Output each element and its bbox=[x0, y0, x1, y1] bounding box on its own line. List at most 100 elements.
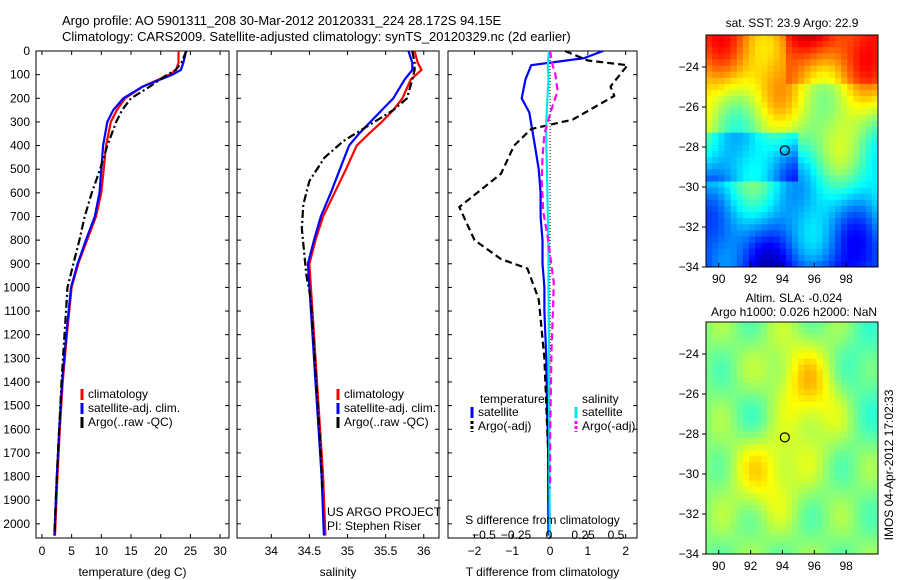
y-tick-label: −24 bbox=[679, 347, 700, 361]
series-line-temperature-satellite-adj-clim- bbox=[53, 50, 188, 536]
y-tick-label: 400 bbox=[10, 139, 30, 153]
x-tick-label: 5 bbox=[68, 544, 75, 558]
legend-label: climatology bbox=[88, 387, 148, 401]
figure-title-line1: Argo profile: AO 5901311_208 30-Mar-2012… bbox=[62, 13, 502, 28]
credit-text: IMOS 04-Apr-2012 17:02:33 bbox=[882, 389, 896, 540]
s-tick-label: −0.5 bbox=[472, 528, 496, 542]
y-tick-label: 1600 bbox=[3, 422, 30, 436]
map-title-sla: Altim. SLA: -0.024 bbox=[746, 291, 843, 305]
x-tick-label: 92 bbox=[744, 559, 758, 573]
project-annotation: PI: Stephen Riser bbox=[327, 519, 421, 533]
y-tick-label: 1100 bbox=[4, 304, 30, 318]
legend-label: Argo(..raw -QC) bbox=[88, 415, 173, 429]
y-tick-label: −26 bbox=[679, 100, 700, 114]
y-tick-label: 0 bbox=[23, 44, 30, 58]
x-tick-label: −2 bbox=[468, 544, 482, 558]
legend-label: satellite bbox=[478, 405, 519, 419]
legend-label: satellite bbox=[582, 405, 623, 419]
y-tick-label: −32 bbox=[679, 507, 700, 521]
map-field-sla-map bbox=[706, 322, 878, 554]
x-tick-label: 98 bbox=[839, 272, 853, 286]
y-tick-label: 1900 bbox=[3, 493, 30, 507]
map-frame-sla-map bbox=[705, 321, 879, 555]
x-tick-label: 90 bbox=[712, 559, 726, 573]
x-tick-label: 15 bbox=[124, 544, 138, 558]
y-tick-label: 300 bbox=[10, 115, 30, 129]
x-axis-label-difference: T difference from climatology bbox=[466, 565, 620, 579]
project-annotation: US ARGO PROJECT bbox=[327, 505, 442, 519]
x-axis-label-salinity: salinity bbox=[320, 565, 357, 579]
x-tick-label: 0 bbox=[39, 544, 46, 558]
legend-label: Argo(..raw -QC) bbox=[344, 415, 429, 429]
series-line-difference-argo-adj- bbox=[540, 50, 559, 489]
x-tick-label: 35.5 bbox=[374, 544, 398, 558]
y-tick-label: −24 bbox=[679, 60, 700, 74]
axes-frame-salinity bbox=[236, 50, 440, 539]
y-tick-label: 1700 bbox=[3, 446, 30, 460]
x-tick-label: 98 bbox=[839, 559, 853, 573]
y-tick-label: −32 bbox=[679, 220, 700, 234]
axes-frame-temperature bbox=[35, 50, 230, 539]
x-tick-label: 30 bbox=[213, 544, 227, 558]
x-tick-label: 34 bbox=[265, 544, 279, 558]
x-tick-label: 96 bbox=[808, 272, 822, 286]
x-tick-label: 25 bbox=[184, 544, 198, 558]
y-tick-label: −26 bbox=[679, 387, 700, 401]
y-tick-label: −30 bbox=[679, 467, 700, 481]
x-tick-label: 35 bbox=[341, 544, 355, 558]
x-tick-label: 94 bbox=[776, 559, 790, 573]
legend-label: climatology bbox=[344, 387, 404, 401]
series-line-temperature-argo-raw-qc- bbox=[53, 50, 188, 536]
series-line-salinity-climatology bbox=[308, 50, 423, 536]
x-tick-label: 92 bbox=[744, 272, 758, 286]
map-title-sst: sat. SST: 23.9 Argo: 22.9 bbox=[726, 16, 859, 30]
series-line-difference-argo-adj- bbox=[458, 49, 629, 501]
x-tick-label: 1 bbox=[585, 544, 592, 558]
y-tick-label: −28 bbox=[679, 140, 700, 154]
map-field-sst-map bbox=[706, 35, 878, 267]
y-tick-label: 1000 bbox=[3, 280, 30, 294]
x-axis-label-salinity-difference: S difference from climatology bbox=[465, 513, 620, 527]
y-tick-label: 500 bbox=[10, 162, 30, 176]
x-tick-label: −1 bbox=[505, 544, 519, 558]
x-tick-label: 34.5 bbox=[298, 544, 322, 558]
y-tick-label: 1300 bbox=[3, 351, 30, 365]
y-tick-label: −34 bbox=[679, 547, 700, 561]
y-tick-label: 1500 bbox=[3, 399, 30, 413]
x-tick-label: 96 bbox=[808, 559, 822, 573]
x-tick-label: 36 bbox=[417, 544, 431, 558]
series-line-temperature-climatology bbox=[53, 51, 180, 536]
x-tick-label: 2 bbox=[622, 544, 629, 558]
y-tick-label: 1200 bbox=[3, 328, 30, 342]
argo-position-marker bbox=[779, 432, 790, 443]
s-tick-label: 0.5 bbox=[608, 528, 625, 542]
x-tick-label: 20 bbox=[154, 544, 168, 558]
s-tick-label: 0 bbox=[546, 528, 553, 542]
y-tick-label: −34 bbox=[679, 260, 700, 274]
s-tick-label: −0.25 bbox=[501, 528, 532, 542]
y-tick-label: 100 bbox=[10, 68, 30, 82]
y-tick-label: 600 bbox=[10, 186, 30, 200]
x-tick-label: 10 bbox=[95, 544, 109, 558]
map-subtitle-sla: Argo h1000: 0.026 h2000: NaN bbox=[711, 305, 877, 319]
legend-title-temperature: temperature bbox=[480, 392, 545, 406]
legend-title-salinity: salinity bbox=[582, 392, 619, 406]
series-line-salinity-satellite-adj-clim- bbox=[306, 50, 414, 536]
y-tick-label: 800 bbox=[10, 233, 30, 247]
y-tick-label: 200 bbox=[10, 91, 30, 105]
y-tick-label: 900 bbox=[10, 257, 30, 271]
map-frame-sst-map bbox=[705, 34, 879, 268]
legend-label: Argo(-adj) bbox=[582, 419, 635, 433]
legend-label: satellite-adj. clim. bbox=[344, 401, 436, 415]
legend-label: Argo(-adj) bbox=[478, 419, 531, 433]
series-line-difference-satellite bbox=[520, 49, 604, 536]
x-tick-label: 90 bbox=[712, 272, 726, 286]
x-axis-label-temperature: temperature (deg C) bbox=[78, 565, 186, 579]
x-tick-label: 0 bbox=[547, 544, 554, 558]
y-tick-label: 700 bbox=[10, 209, 30, 223]
axes-frame-difference bbox=[447, 50, 638, 539]
s-tick-label: 0.25 bbox=[571, 528, 595, 542]
y-tick-label: 1400 bbox=[3, 375, 30, 389]
argo-position-marker bbox=[779, 145, 790, 156]
